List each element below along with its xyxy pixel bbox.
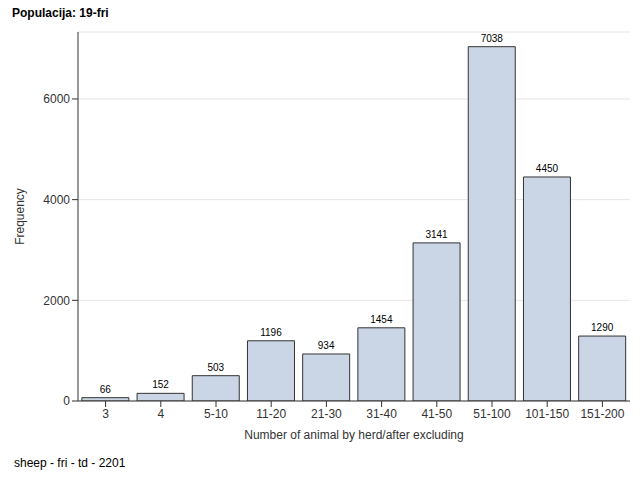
svg-text:4: 4 — [157, 407, 164, 421]
svg-text:11-20: 11-20 — [256, 407, 286, 421]
svg-text:3141: 3141 — [425, 229, 448, 240]
svg-text:Frequency: Frequency — [13, 188, 27, 245]
svg-text:152: 152 — [152, 379, 169, 390]
svg-text:2000: 2000 — [43, 294, 70, 308]
svg-text:503: 503 — [207, 362, 224, 373]
html-text:sheep - fri - td - 2201: sheep - fri - td - 2201 — [14, 456, 126, 470]
svg-text:1290: 1290 — [591, 322, 614, 333]
svg-text:51-100: 51-100 — [473, 407, 511, 421]
svg-text:66: 66 — [100, 384, 112, 395]
svg-text:0: 0 — [63, 394, 70, 408]
svg-text:4000: 4000 — [43, 193, 70, 207]
svg-text:101-150: 101-150 — [525, 407, 569, 421]
svg-text:3: 3 — [102, 407, 109, 421]
svg-text:151-200: 151-200 — [580, 407, 624, 421]
svg-text:21-30: 21-30 — [311, 407, 342, 421]
svg-text:1196: 1196 — [260, 327, 282, 338]
svg-text:1454: 1454 — [370, 314, 393, 325]
svg-text:4450: 4450 — [536, 163, 559, 174]
svg-text:Number of animal by herd/after: Number of animal by herd/after excluding — [244, 428, 463, 442]
svg-text:934: 934 — [318, 340, 335, 351]
svg-text:6000: 6000 — [43, 92, 70, 106]
svg-text:5-10: 5-10 — [204, 407, 228, 421]
svg-text:41-50: 41-50 — [421, 407, 452, 421]
svg-text:7038: 7038 — [481, 33, 504, 44]
svg-text:31-40: 31-40 — [366, 407, 397, 421]
html-text:Populacija: 19-fri: Populacija: 19-fri — [12, 6, 109, 20]
